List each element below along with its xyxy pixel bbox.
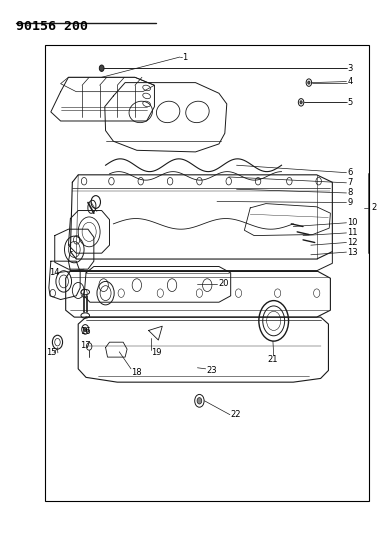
- Bar: [45, 45, 369, 501]
- Text: 1: 1: [182, 53, 187, 61]
- Text: 14: 14: [49, 269, 59, 277]
- Text: 4: 4: [347, 77, 352, 86]
- Text: 7: 7: [347, 179, 353, 187]
- Text: 3: 3: [347, 64, 353, 72]
- Text: 20: 20: [218, 279, 229, 288]
- Text: 90156 200: 90156 200: [16, 20, 88, 33]
- Circle shape: [197, 398, 202, 404]
- Text: 6: 6: [347, 168, 353, 177]
- Text: 23: 23: [206, 366, 217, 375]
- Text: 21: 21: [268, 355, 278, 364]
- Circle shape: [84, 327, 87, 332]
- Text: 15: 15: [46, 349, 57, 357]
- Text: 16: 16: [80, 327, 91, 336]
- Circle shape: [99, 65, 104, 71]
- Text: 18: 18: [131, 368, 142, 376]
- Text: 10: 10: [347, 219, 358, 227]
- Circle shape: [308, 81, 310, 84]
- Text: 12: 12: [347, 238, 358, 247]
- Text: 8: 8: [347, 189, 353, 197]
- Text: 9: 9: [347, 198, 352, 207]
- Text: 2: 2: [371, 204, 377, 212]
- Text: 11: 11: [347, 229, 358, 237]
- Text: 22: 22: [231, 410, 241, 419]
- Text: 17: 17: [80, 341, 91, 350]
- Text: 13: 13: [347, 248, 358, 256]
- Text: 5: 5: [347, 98, 352, 107]
- Text: 19: 19: [151, 349, 161, 357]
- Circle shape: [300, 101, 302, 104]
